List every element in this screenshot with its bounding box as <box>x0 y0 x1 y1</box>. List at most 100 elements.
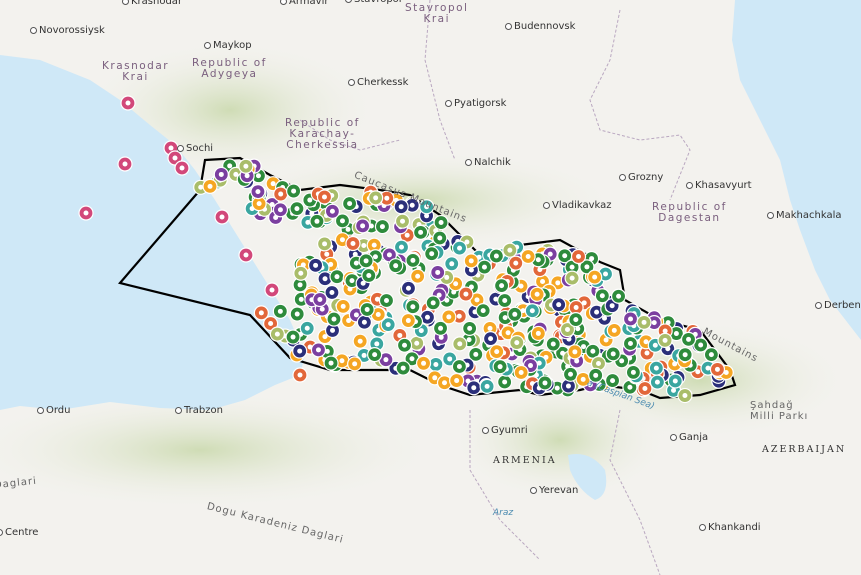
poi-icon <box>244 173 250 179</box>
feature-label: Araz <box>493 508 514 518</box>
poi-icon <box>256 201 262 207</box>
poi-icon <box>594 309 600 315</box>
poi-icon <box>352 251 358 257</box>
poi-icon <box>313 262 319 268</box>
poi-icon <box>494 349 500 355</box>
poi-icon <box>550 341 556 347</box>
poi-icon <box>418 229 424 235</box>
poi-icon <box>643 339 649 345</box>
poi-icon <box>321 194 327 200</box>
poi-icon <box>651 320 657 326</box>
admin-boundaries <box>299 0 691 575</box>
poi-icon <box>573 317 579 323</box>
poi-icon <box>330 327 336 333</box>
poi-icon <box>562 253 568 259</box>
poi-icon <box>305 219 311 225</box>
poi-icon <box>589 256 595 262</box>
poi-icon <box>642 386 648 392</box>
poi-icon <box>512 311 518 317</box>
poi-icon <box>542 380 548 386</box>
poi-icon <box>404 232 410 238</box>
poi-icon <box>339 218 345 224</box>
poi-icon <box>513 260 519 266</box>
poi-icon <box>569 275 575 281</box>
poi-icon <box>415 273 421 279</box>
poi-icon <box>361 352 367 358</box>
poi-icon <box>627 384 633 390</box>
poi-icon <box>414 340 420 346</box>
poi-icon <box>437 235 443 241</box>
poi-icon <box>698 342 704 348</box>
ship-icon <box>219 214 225 220</box>
poi-icon <box>424 314 430 320</box>
poi-icon <box>319 306 325 312</box>
poi-icon <box>572 349 578 355</box>
poi-icon <box>424 213 430 219</box>
poi-icon <box>384 195 390 201</box>
ship-icon <box>297 372 303 378</box>
poi-markers[interactable] <box>78 95 734 404</box>
region-label: Krasnodar Krai <box>102 60 170 83</box>
poi-icon <box>616 293 622 299</box>
poi-icon <box>653 365 659 371</box>
poi-icon <box>695 369 701 375</box>
city-label: Cherkessk <box>348 77 408 88</box>
poi-icon <box>457 245 463 251</box>
poi-icon <box>630 369 636 375</box>
poi-icon <box>463 291 469 297</box>
poi-icon <box>360 223 366 229</box>
poi-icon <box>255 189 261 195</box>
poi-icon <box>507 247 513 253</box>
poi-icon <box>599 293 605 299</box>
poi-icon <box>328 261 334 267</box>
poi-icon <box>564 327 570 333</box>
poi-icon <box>379 224 385 230</box>
poi-icon <box>400 365 406 371</box>
poi-icon <box>686 336 692 342</box>
poi-icon <box>432 375 438 381</box>
poi-icon <box>363 258 369 264</box>
poi-icon <box>555 280 561 286</box>
poi-icon <box>456 313 462 319</box>
poi-icon <box>277 308 283 314</box>
poi-icon <box>480 308 486 314</box>
poi-icon <box>573 304 579 310</box>
country-label: ARMENIA <box>493 455 557 466</box>
poi-icon <box>386 252 392 258</box>
poi-icon <box>329 208 335 214</box>
black-sea <box>0 55 305 410</box>
poi-icon <box>436 292 442 298</box>
city-label: Budennovsk <box>505 21 575 32</box>
region-label: Republic of Adygeya <box>192 57 267 80</box>
poi-icon <box>360 280 366 286</box>
poi-icon <box>278 191 284 197</box>
study-area-boundary <box>117 156 737 400</box>
poi-icon <box>641 319 647 325</box>
poi-icon <box>673 331 679 337</box>
poi-icon <box>502 315 508 321</box>
poi-icon <box>383 298 389 304</box>
poi-icon <box>569 264 575 270</box>
poi-icon <box>593 372 599 378</box>
poi-icon <box>502 297 508 303</box>
poi-icon <box>291 188 297 194</box>
poi-icon <box>547 251 553 257</box>
poi-icon <box>609 303 615 309</box>
poi-icon <box>361 319 367 325</box>
poi-icon <box>398 204 404 210</box>
poi-icon <box>345 226 351 232</box>
poi-icon <box>682 393 688 399</box>
poi-icon <box>488 336 494 342</box>
poi-icon <box>297 348 303 354</box>
poi-icon <box>454 378 460 384</box>
poi-icon <box>662 328 668 334</box>
poi-icon <box>471 385 477 391</box>
city-label: Sochi <box>177 143 213 154</box>
poi-icon <box>601 315 607 321</box>
poi-icon <box>574 358 580 364</box>
poi-icon <box>565 383 571 389</box>
poi-icon <box>324 251 330 257</box>
city-label: Novorossiysk <box>30 25 105 36</box>
poi-icon <box>207 183 213 189</box>
